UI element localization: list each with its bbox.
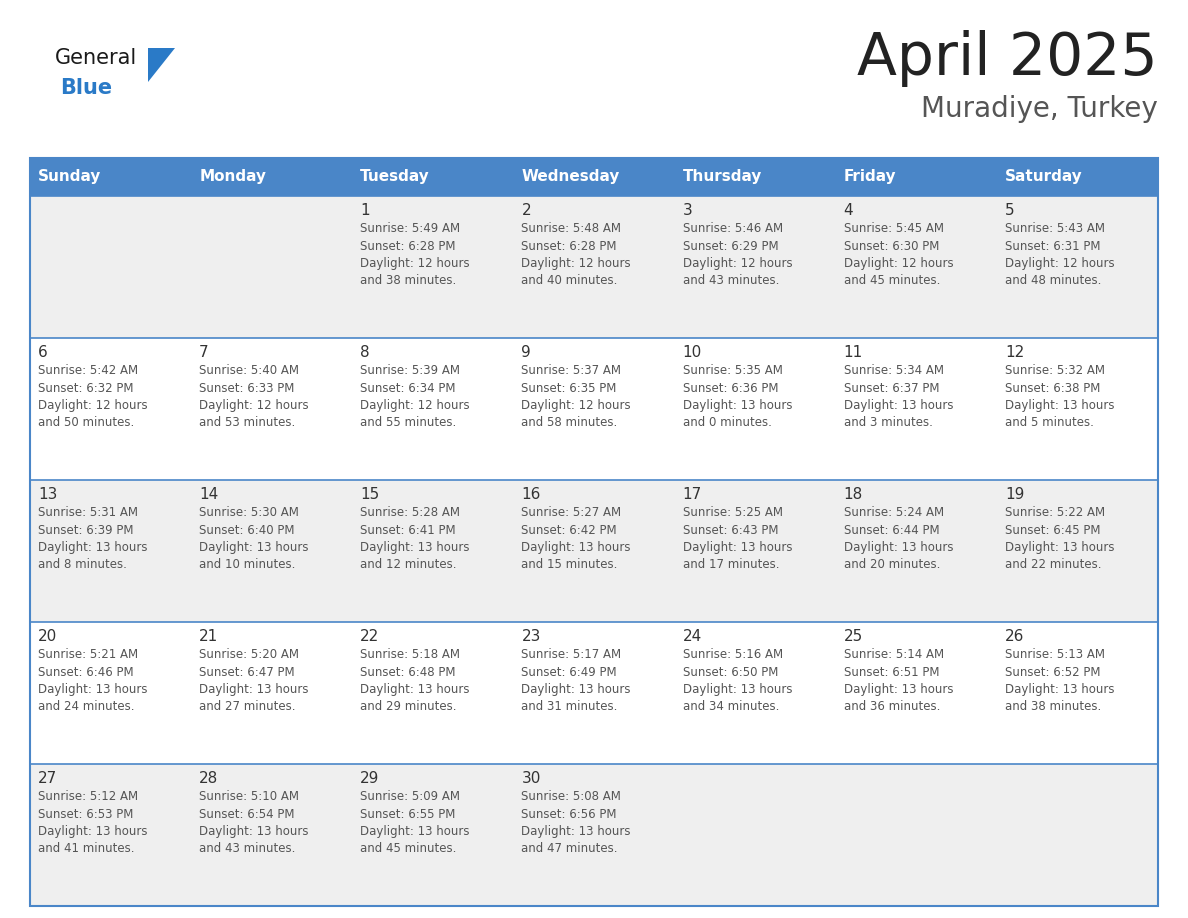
Text: Thursday: Thursday: [683, 170, 762, 185]
Bar: [30, 622, 1158, 764]
Text: 30: 30: [522, 771, 541, 786]
Text: 1: 1: [360, 203, 369, 218]
Text: 26: 26: [1005, 629, 1024, 644]
Text: Sunrise: 5:08 AM
Sunset: 6:56 PM
Daylight: 13 hours
and 47 minutes.: Sunrise: 5:08 AM Sunset: 6:56 PM Dayligh…: [522, 790, 631, 856]
Text: Sunrise: 5:09 AM
Sunset: 6:55 PM
Daylight: 13 hours
and 45 minutes.: Sunrise: 5:09 AM Sunset: 6:55 PM Dayligh…: [360, 790, 469, 856]
Text: Sunrise: 5:48 AM
Sunset: 6:28 PM
Daylight: 12 hours
and 40 minutes.: Sunrise: 5:48 AM Sunset: 6:28 PM Dayligh…: [522, 222, 631, 287]
Text: 12: 12: [1005, 345, 1024, 360]
Text: Sunrise: 5:30 AM
Sunset: 6:40 PM
Daylight: 13 hours
and 10 minutes.: Sunrise: 5:30 AM Sunset: 6:40 PM Dayligh…: [200, 506, 309, 572]
Text: 27: 27: [38, 771, 57, 786]
Bar: [30, 764, 1158, 906]
Text: Blue: Blue: [61, 78, 112, 98]
Text: Sunrise: 5:42 AM
Sunset: 6:32 PM
Daylight: 12 hours
and 50 minutes.: Sunrise: 5:42 AM Sunset: 6:32 PM Dayligh…: [38, 364, 147, 430]
Text: 29: 29: [360, 771, 380, 786]
Text: Sunrise: 5:43 AM
Sunset: 6:31 PM
Daylight: 12 hours
and 48 minutes.: Sunrise: 5:43 AM Sunset: 6:31 PM Dayligh…: [1005, 222, 1114, 287]
Text: 6: 6: [38, 345, 48, 360]
Text: 17: 17: [683, 487, 702, 502]
Bar: [997, 158, 1158, 196]
Text: 16: 16: [522, 487, 541, 502]
Text: 22: 22: [360, 629, 379, 644]
Text: 23: 23: [522, 629, 541, 644]
Text: Sunrise: 5:18 AM
Sunset: 6:48 PM
Daylight: 13 hours
and 29 minutes.: Sunrise: 5:18 AM Sunset: 6:48 PM Dayligh…: [360, 648, 469, 713]
Text: Sunrise: 5:28 AM
Sunset: 6:41 PM
Daylight: 13 hours
and 12 minutes.: Sunrise: 5:28 AM Sunset: 6:41 PM Dayligh…: [360, 506, 469, 572]
Text: 21: 21: [200, 629, 219, 644]
Text: Sunrise: 5:14 AM
Sunset: 6:51 PM
Daylight: 13 hours
and 36 minutes.: Sunrise: 5:14 AM Sunset: 6:51 PM Dayligh…: [843, 648, 953, 713]
Bar: [675, 158, 835, 196]
Text: Sunrise: 5:45 AM
Sunset: 6:30 PM
Daylight: 12 hours
and 45 minutes.: Sunrise: 5:45 AM Sunset: 6:30 PM Dayligh…: [843, 222, 953, 287]
Text: Monday: Monday: [200, 170, 266, 185]
Bar: [30, 158, 191, 196]
Text: 9: 9: [522, 345, 531, 360]
Text: Friday: Friday: [843, 170, 896, 185]
Text: Sunrise: 5:13 AM
Sunset: 6:52 PM
Daylight: 13 hours
and 38 minutes.: Sunrise: 5:13 AM Sunset: 6:52 PM Dayligh…: [1005, 648, 1114, 713]
Text: 5: 5: [1005, 203, 1015, 218]
Text: 25: 25: [843, 629, 862, 644]
Text: Sunrise: 5:31 AM
Sunset: 6:39 PM
Daylight: 13 hours
and 8 minutes.: Sunrise: 5:31 AM Sunset: 6:39 PM Dayligh…: [38, 506, 147, 572]
Text: 24: 24: [683, 629, 702, 644]
Text: 19: 19: [1005, 487, 1024, 502]
Text: 14: 14: [200, 487, 219, 502]
Text: 4: 4: [843, 203, 853, 218]
Text: 13: 13: [38, 487, 57, 502]
Text: Sunrise: 5:10 AM
Sunset: 6:54 PM
Daylight: 13 hours
and 43 minutes.: Sunrise: 5:10 AM Sunset: 6:54 PM Dayligh…: [200, 790, 309, 856]
Text: Sunrise: 5:34 AM
Sunset: 6:37 PM
Daylight: 13 hours
and 3 minutes.: Sunrise: 5:34 AM Sunset: 6:37 PM Dayligh…: [843, 364, 953, 430]
Text: Tuesday: Tuesday: [360, 170, 430, 185]
Bar: [30, 338, 1158, 480]
Text: Sunrise: 5:27 AM
Sunset: 6:42 PM
Daylight: 13 hours
and 15 minutes.: Sunrise: 5:27 AM Sunset: 6:42 PM Dayligh…: [522, 506, 631, 572]
Text: Sunrise: 5:39 AM
Sunset: 6:34 PM
Daylight: 12 hours
and 55 minutes.: Sunrise: 5:39 AM Sunset: 6:34 PM Dayligh…: [360, 364, 470, 430]
Bar: [513, 158, 675, 196]
Text: 15: 15: [360, 487, 379, 502]
Text: 18: 18: [843, 487, 862, 502]
Bar: [353, 158, 513, 196]
Text: Sunrise: 5:32 AM
Sunset: 6:38 PM
Daylight: 13 hours
and 5 minutes.: Sunrise: 5:32 AM Sunset: 6:38 PM Dayligh…: [1005, 364, 1114, 430]
Text: 3: 3: [683, 203, 693, 218]
Text: Sunrise: 5:46 AM
Sunset: 6:29 PM
Daylight: 12 hours
and 43 minutes.: Sunrise: 5:46 AM Sunset: 6:29 PM Dayligh…: [683, 222, 792, 287]
Text: Wednesday: Wednesday: [522, 170, 620, 185]
Text: Sunrise: 5:25 AM
Sunset: 6:43 PM
Daylight: 13 hours
and 17 minutes.: Sunrise: 5:25 AM Sunset: 6:43 PM Dayligh…: [683, 506, 792, 572]
Text: Sunrise: 5:49 AM
Sunset: 6:28 PM
Daylight: 12 hours
and 38 minutes.: Sunrise: 5:49 AM Sunset: 6:28 PM Dayligh…: [360, 222, 470, 287]
Text: Sunrise: 5:21 AM
Sunset: 6:46 PM
Daylight: 13 hours
and 24 minutes.: Sunrise: 5:21 AM Sunset: 6:46 PM Dayligh…: [38, 648, 147, 713]
Bar: [191, 158, 353, 196]
Text: 7: 7: [200, 345, 209, 360]
Text: Sunrise: 5:16 AM
Sunset: 6:50 PM
Daylight: 13 hours
and 34 minutes.: Sunrise: 5:16 AM Sunset: 6:50 PM Dayligh…: [683, 648, 792, 713]
Text: Sunrise: 5:37 AM
Sunset: 6:35 PM
Daylight: 12 hours
and 58 minutes.: Sunrise: 5:37 AM Sunset: 6:35 PM Dayligh…: [522, 364, 631, 430]
Polygon shape: [148, 48, 175, 82]
Bar: [30, 158, 1158, 906]
Text: Sunrise: 5:12 AM
Sunset: 6:53 PM
Daylight: 13 hours
and 41 minutes.: Sunrise: 5:12 AM Sunset: 6:53 PM Dayligh…: [38, 790, 147, 856]
Text: 8: 8: [360, 345, 369, 360]
Text: 28: 28: [200, 771, 219, 786]
Bar: [30, 480, 1158, 622]
Text: Sunrise: 5:24 AM
Sunset: 6:44 PM
Daylight: 13 hours
and 20 minutes.: Sunrise: 5:24 AM Sunset: 6:44 PM Dayligh…: [843, 506, 953, 572]
Text: Muradiye, Turkey: Muradiye, Turkey: [921, 95, 1158, 123]
Text: General: General: [55, 48, 138, 68]
Text: 20: 20: [38, 629, 57, 644]
Text: Sunrise: 5:22 AM
Sunset: 6:45 PM
Daylight: 13 hours
and 22 minutes.: Sunrise: 5:22 AM Sunset: 6:45 PM Dayligh…: [1005, 506, 1114, 572]
Text: Saturday: Saturday: [1005, 170, 1082, 185]
Text: Sunrise: 5:20 AM
Sunset: 6:47 PM
Daylight: 13 hours
and 27 minutes.: Sunrise: 5:20 AM Sunset: 6:47 PM Dayligh…: [200, 648, 309, 713]
Text: Sunrise: 5:35 AM
Sunset: 6:36 PM
Daylight: 13 hours
and 0 minutes.: Sunrise: 5:35 AM Sunset: 6:36 PM Dayligh…: [683, 364, 792, 430]
Text: 11: 11: [843, 345, 862, 360]
Text: Sunday: Sunday: [38, 170, 101, 185]
Text: April 2025: April 2025: [858, 30, 1158, 87]
Bar: [835, 158, 997, 196]
Text: 2: 2: [522, 203, 531, 218]
Text: 10: 10: [683, 345, 702, 360]
Bar: [30, 196, 1158, 338]
Text: Sunrise: 5:17 AM
Sunset: 6:49 PM
Daylight: 13 hours
and 31 minutes.: Sunrise: 5:17 AM Sunset: 6:49 PM Dayligh…: [522, 648, 631, 713]
Text: Sunrise: 5:40 AM
Sunset: 6:33 PM
Daylight: 12 hours
and 53 minutes.: Sunrise: 5:40 AM Sunset: 6:33 PM Dayligh…: [200, 364, 309, 430]
